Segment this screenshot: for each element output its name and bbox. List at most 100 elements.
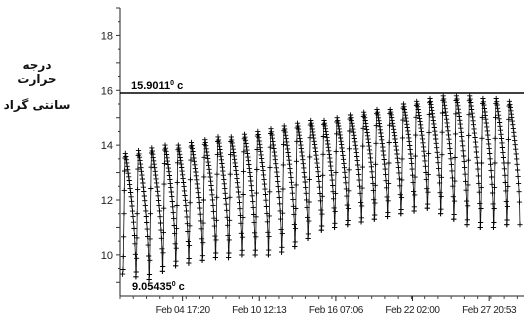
data-point-marker	[343, 180, 348, 185]
data-point-marker	[236, 189, 241, 194]
data-point-marker	[235, 180, 240, 185]
data-point-marker	[148, 186, 153, 191]
data-point-marker	[147, 272, 152, 277]
data-point-marker	[438, 190, 443, 195]
data-point-marker	[293, 226, 298, 231]
data-point-marker	[397, 176, 402, 181]
data-point-marker	[340, 149, 345, 154]
data-point-marker	[198, 212, 203, 217]
data-point-marker	[379, 134, 384, 139]
data-point-marker	[170, 204, 175, 209]
data-point-marker	[383, 172, 388, 177]
data-point-marker	[253, 248, 258, 253]
data-point-marker	[504, 199, 509, 204]
data-point-marker	[188, 177, 193, 182]
data-point-marker	[285, 146, 290, 151]
data-point-marker	[312, 139, 317, 144]
data-point-marker	[254, 167, 259, 172]
data-point-marker	[226, 255, 231, 260]
data-point-marker	[325, 141, 330, 146]
data-point-marker	[488, 162, 493, 167]
data-point-marker	[488, 156, 493, 161]
data-point-marker	[388, 107, 393, 112]
data-point-marker	[200, 258, 205, 263]
data-point-marker	[476, 181, 481, 186]
data-point-marker	[352, 136, 357, 141]
data-point-marker	[181, 180, 186, 185]
data-point-marker	[210, 203, 215, 208]
data-point-marker	[438, 211, 443, 216]
data-point-marker	[304, 191, 309, 196]
data-point-marker	[342, 170, 347, 175]
data-point-marker	[207, 167, 212, 172]
data-point-marker	[127, 182, 132, 187]
data-point-marker	[474, 149, 479, 154]
data-point-marker	[321, 118, 326, 123]
data-point-marker	[265, 230, 270, 235]
data-point-marker	[400, 135, 405, 140]
data-point-marker	[241, 192, 246, 197]
data-point-marker	[500, 145, 505, 150]
data-point-marker	[168, 185, 173, 190]
data-point-marker	[311, 136, 316, 141]
data-point-marker	[183, 203, 188, 208]
data-point-marker	[496, 109, 501, 114]
data-point-marker	[182, 188, 187, 193]
data-point-marker	[422, 153, 427, 158]
data-point-marker	[281, 142, 286, 147]
data-point-marker	[165, 162, 170, 167]
data-point-marker	[327, 152, 332, 157]
data-point-marker	[343, 175, 348, 180]
data-point-marker	[212, 234, 217, 239]
data-point-marker	[484, 124, 489, 129]
data-point-marker	[418, 119, 423, 124]
data-point-marker	[251, 212, 256, 217]
data-point-marker	[395, 156, 400, 161]
data-point-marker	[504, 222, 509, 227]
data-point-marker	[469, 107, 474, 112]
data-point-marker	[439, 152, 444, 157]
data-point-marker	[453, 111, 458, 116]
data-point-marker	[155, 184, 160, 189]
data-point-marker	[237, 206, 242, 211]
data-point-marker	[341, 157, 346, 162]
data-point-marker	[250, 199, 255, 204]
data-point-marker	[507, 99, 512, 104]
data-point-marker	[220, 169, 225, 174]
data-point-marker	[128, 186, 133, 191]
data-point-marker	[500, 150, 505, 155]
data-point-marker	[280, 186, 285, 191]
data-point-marker	[294, 182, 299, 187]
data-point-marker	[275, 179, 280, 184]
data-point-marker	[477, 201, 482, 206]
data-point-marker	[219, 157, 224, 162]
data-point-marker	[240, 235, 245, 240]
data-point-marker	[369, 169, 374, 174]
data-point-marker	[513, 147, 518, 152]
data-point-marker	[302, 174, 307, 179]
data-point-marker	[399, 207, 404, 212]
data-point-marker	[162, 161, 167, 166]
data-point-marker	[288, 170, 293, 175]
data-point-marker	[285, 143, 290, 148]
data-point-marker	[312, 142, 317, 147]
data-point-marker	[166, 166, 171, 171]
data-point-marker	[472, 135, 477, 140]
data-point-marker	[489, 174, 494, 179]
data-point-marker	[306, 219, 311, 224]
data-point-marker	[144, 214, 149, 219]
data-point-marker	[233, 164, 238, 169]
data-point-marker	[389, 112, 394, 117]
data-point-marker	[239, 252, 244, 257]
data-point-marker	[424, 186, 429, 191]
data-point-marker	[254, 191, 259, 196]
data-point-marker	[155, 189, 160, 194]
data-point-marker	[169, 189, 174, 194]
data-point-marker	[404, 122, 409, 127]
data-point-marker	[368, 160, 373, 165]
data-point-marker	[433, 136, 438, 141]
data-point-marker	[276, 189, 281, 194]
data-point-marker	[514, 151, 519, 156]
data-point-marker	[162, 143, 167, 148]
data-point-marker	[512, 134, 517, 139]
